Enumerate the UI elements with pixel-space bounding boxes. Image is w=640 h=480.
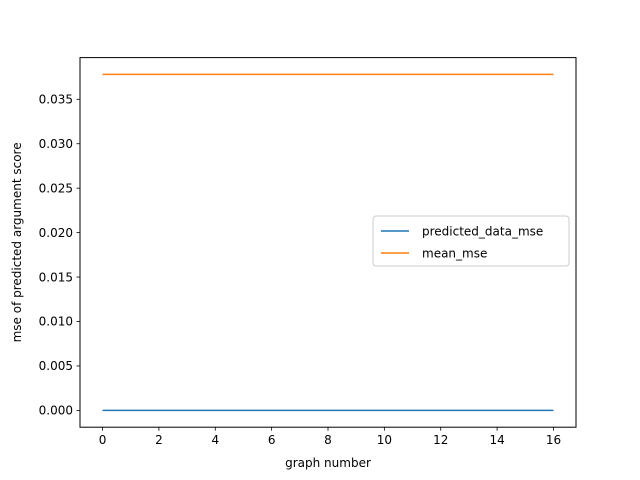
x-tick-label: 10 — [377, 433, 392, 447]
y-tick-label: 0.010 — [39, 315, 73, 329]
y-axis-label: mse of predicted argument score — [10, 142, 24, 342]
x-tick-label: 2 — [155, 433, 163, 447]
x-tick-label: 12 — [433, 433, 448, 447]
y-tick-label: 0.035 — [39, 92, 73, 106]
legend-label-mean_mse: mean_mse — [422, 247, 487, 261]
y-tick-label: 0.005 — [39, 359, 73, 373]
y-tick-label: 0.030 — [39, 137, 73, 151]
y-axis-ticks: 0.000 0.005 0.010 0.015 0.020 0.025 0.030 0.035 — [39, 92, 80, 418]
x-tick-label: 6 — [268, 433, 276, 447]
y-tick-label: 0.025 — [39, 181, 73, 195]
y-tick-label: 0.015 — [39, 270, 73, 284]
y-tick-label: 0.020 — [39, 226, 73, 240]
legend: predicted_data_mse mean_mse — [372, 215, 570, 267]
x-axis-label: graph number — [285, 456, 371, 470]
x-tick-label: 16 — [546, 433, 561, 447]
legend-label-predicted_data_mse: predicted_data_mse — [422, 225, 543, 239]
y-tick-label: 0.000 — [39, 404, 73, 418]
x-tick-label: 4 — [211, 433, 219, 447]
legend-frame — [372, 215, 570, 267]
x-tick-label: 14 — [489, 433, 504, 447]
plot-lines — [102, 73, 554, 412]
x-tick-label: 8 — [324, 433, 332, 447]
x-tick-label: 0 — [99, 433, 107, 447]
x-axis-ticks: 0 2 4 6 8 10 12 14 16 — [99, 427, 561, 447]
